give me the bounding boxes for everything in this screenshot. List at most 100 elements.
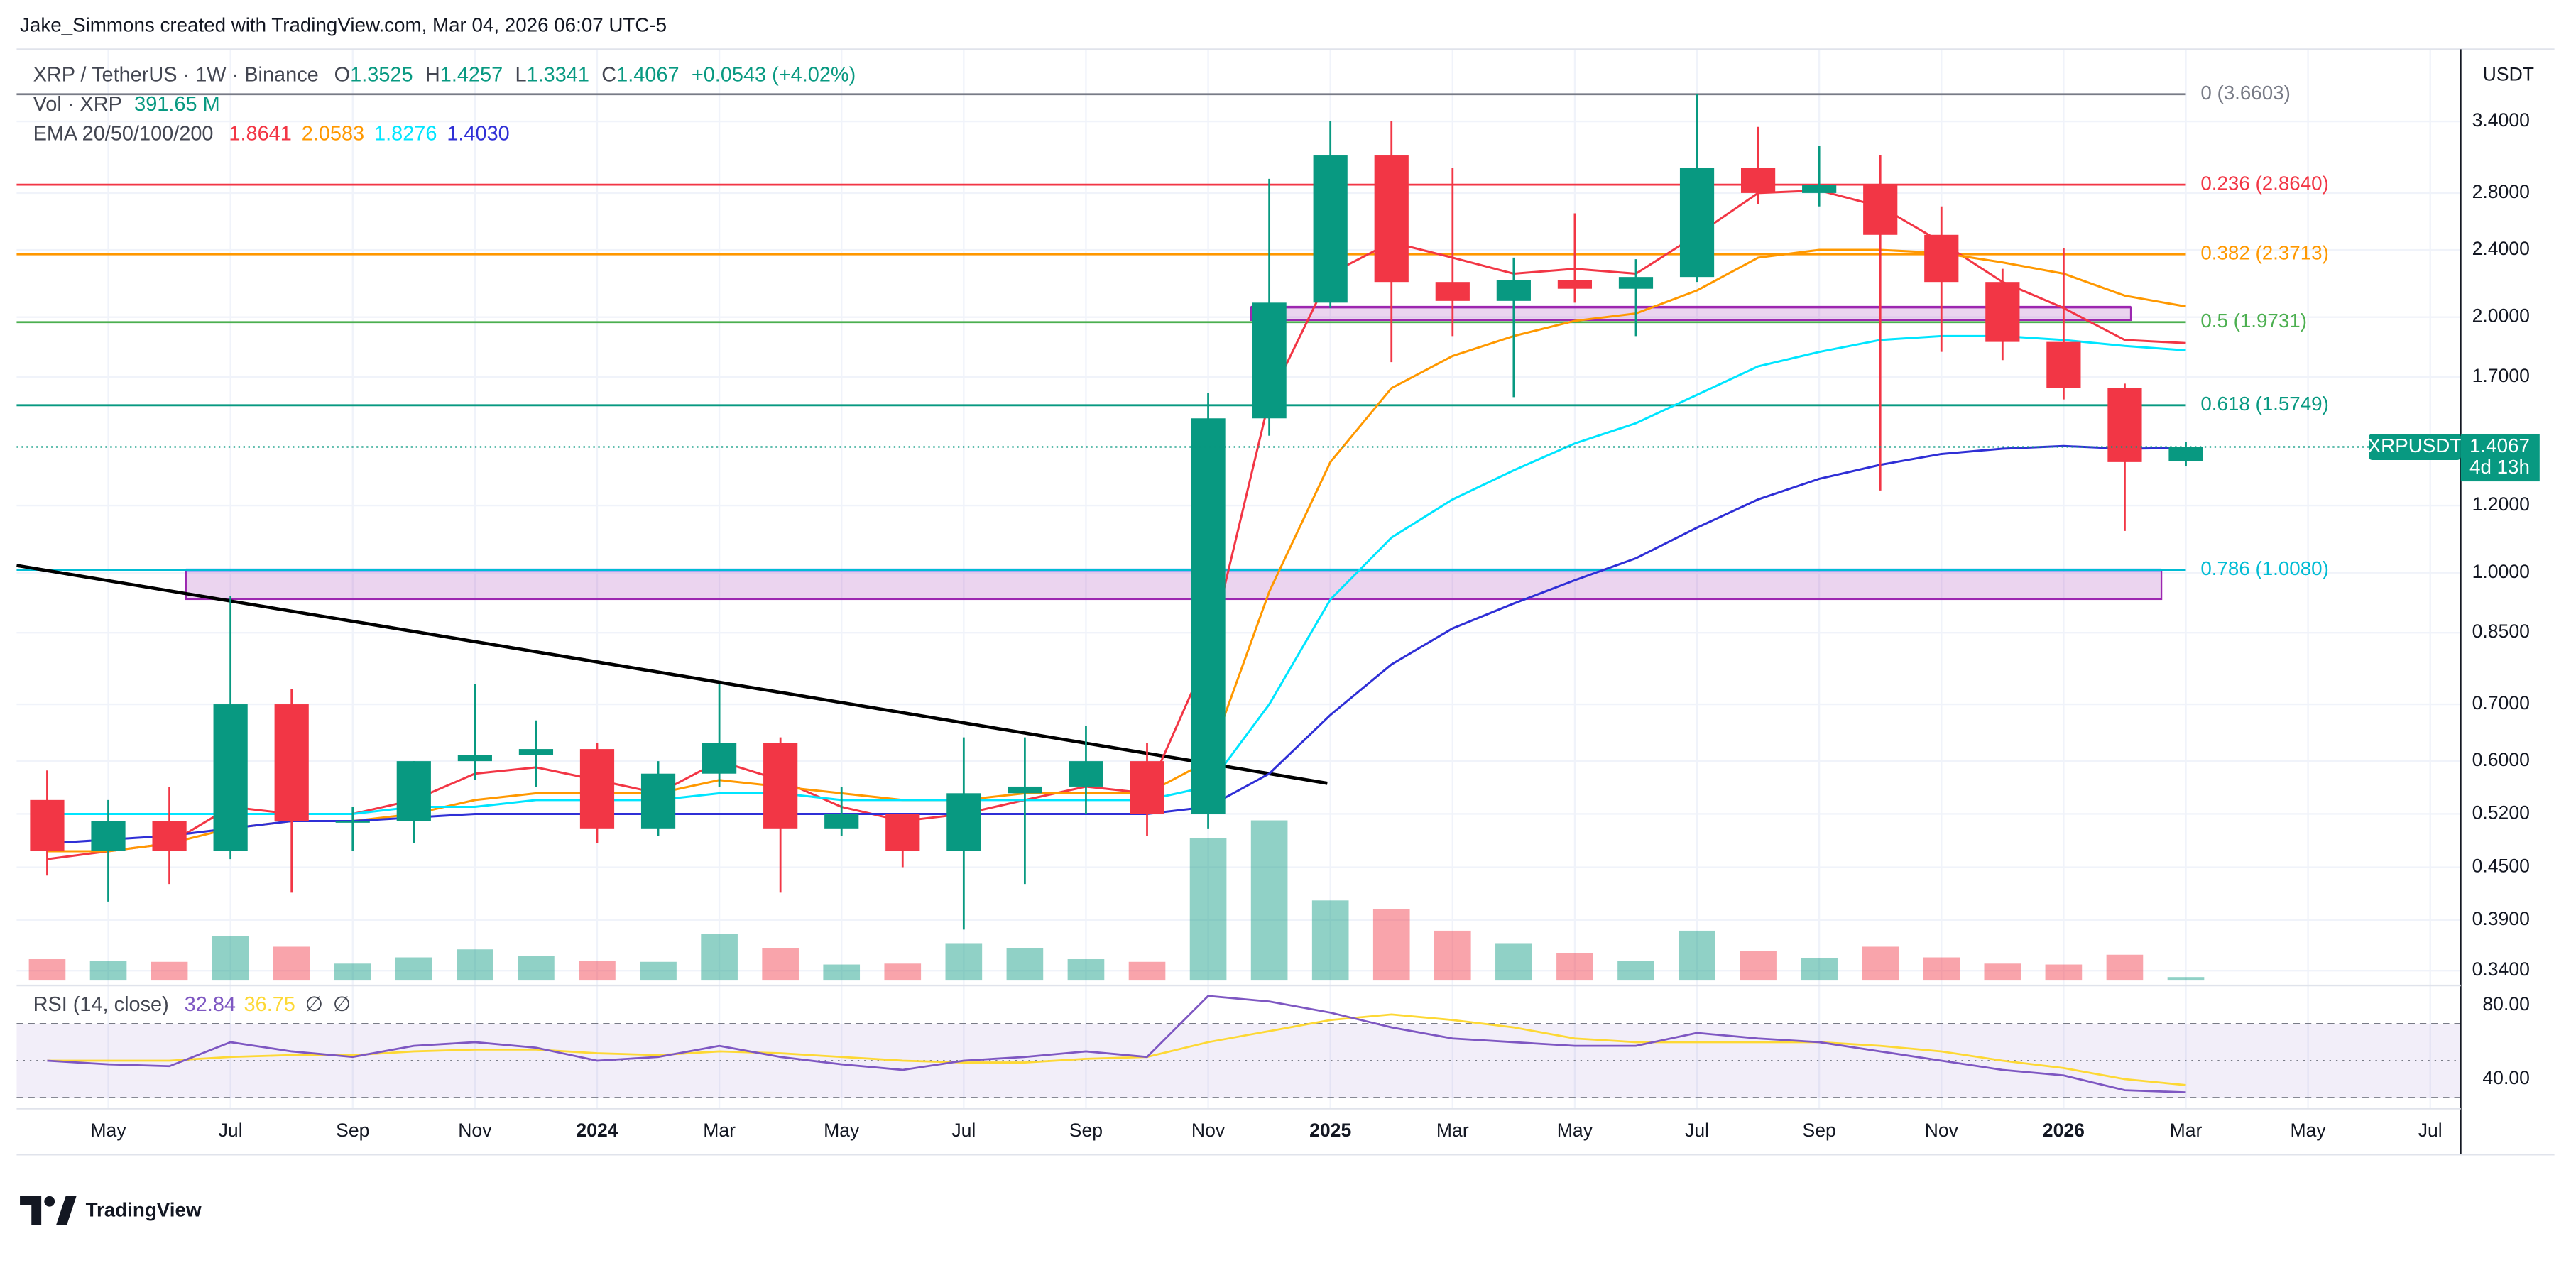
ohlc-value: 1.4067 — [616, 63, 679, 86]
candle-body — [91, 821, 126, 851]
volume-bar — [823, 964, 861, 981]
symbol-tag-label: XRPUSDT — [2368, 434, 2462, 456]
candle-body — [30, 799, 65, 851]
x-tick-label: Nov — [1191, 1120, 1226, 1141]
rsi-tick-label: 80.00 — [2482, 993, 2530, 1015]
volume-bar — [1740, 951, 1777, 981]
candle-body — [1802, 185, 1837, 193]
volume-bar — [1801, 958, 1838, 981]
candle-body — [396, 761, 431, 821]
trendline — [16, 564, 1328, 785]
candle-body — [1374, 155, 1409, 283]
rsi-legend: RSI (14, close) 32.84 36.75 ∅ ∅ — [33, 993, 351, 1015]
symbol-legend: XRP / TetherUS · 1W · Binance O1.3525 H1… — [33, 63, 856, 86]
candle-body — [1313, 155, 1348, 303]
logo-mark — [20, 1196, 42, 1225]
candle-body — [1252, 302, 1287, 419]
price-tag-countdown: 4d 13h — [2469, 456, 2530, 478]
fib-label: 0.786 (1.0080) — [2200, 557, 2329, 579]
x-tick-label: Jul — [2418, 1120, 2443, 1141]
ohlc-key: C — [601, 63, 616, 86]
volume-bar — [1250, 820, 1288, 981]
volume-legend: Vol · XRP 391.65 M — [33, 93, 220, 116]
x-tick-label: May — [824, 1120, 860, 1141]
fib-label: 0.382 (2.3713) — [2200, 242, 2329, 264]
volume-bar — [2106, 954, 2144, 981]
change: +0.0543 (+4.02%) — [692, 63, 856, 86]
volume-bar — [1311, 900, 1349, 981]
candle-body — [1008, 786, 1042, 794]
rsi-value: 32.84 — [185, 993, 236, 1015]
rsi-ma-value: 36.75 — [244, 993, 295, 1015]
ohlc-value: 1.3525 — [350, 63, 413, 86]
x-tick-label: Mar — [1436, 1120, 1469, 1141]
x-tick-label: May — [1557, 1120, 1593, 1141]
rsi-extra: ∅ — [305, 993, 323, 1015]
ohlc-key: H — [425, 63, 440, 86]
volume-bar — [2045, 964, 2083, 981]
candle-body — [2046, 341, 2081, 388]
rsi-tick-label: 40.00 — [2482, 1067, 2530, 1088]
candle-body — [1496, 280, 1531, 301]
candle-body — [152, 821, 187, 851]
candle-body — [824, 814, 859, 829]
rsi-line — [47, 995, 2186, 1094]
x-tick-label: Mar — [703, 1120, 736, 1141]
volume-bar — [884, 963, 922, 981]
fib-label: 0.236 (2.8640) — [2200, 172, 2329, 194]
attribution: Jake_Simmons created with TradingView.co… — [20, 13, 667, 35]
price-tag-value: 1.4067 — [2469, 434, 2530, 456]
symbol-title: XRP / TetherUS · 1W · Binance — [33, 63, 319, 86]
volume-bar — [2167, 977, 2205, 981]
x-tick-label: Nov — [458, 1120, 492, 1141]
candle-body — [1557, 280, 1593, 289]
ema-line — [47, 189, 2186, 860]
volume-bar — [1617, 961, 1654, 981]
volume-bar — [395, 957, 432, 981]
candle-body — [702, 743, 737, 774]
candle-body — [1863, 185, 1898, 235]
candle-body — [1435, 282, 1470, 301]
candle-body — [1740, 168, 1776, 193]
x-tick-label: Mar — [2170, 1120, 2203, 1141]
y-tick-label: 0.7000 — [2472, 692, 2530, 713]
volume-bar — [1067, 959, 1105, 981]
volume-bar — [1923, 957, 1960, 981]
candle-body — [457, 755, 492, 762]
candle-body — [1924, 234, 1959, 283]
volume-bar — [1495, 943, 1532, 981]
ohlc-key: O — [334, 63, 350, 86]
candle-body — [1618, 277, 1654, 289]
y-tick-label: 0.3400 — [2472, 958, 2530, 980]
ema-key: EMA 20/50/100/200 — [33, 122, 214, 145]
volume-bar — [518, 956, 555, 981]
x-tick-label: Sep — [336, 1120, 369, 1141]
candle-body — [763, 743, 798, 829]
volume-bar — [640, 961, 677, 981]
x-tick-label: 2026 — [2043, 1120, 2085, 1141]
candle-body — [1130, 761, 1164, 814]
logo-slash — [55, 1196, 77, 1225]
volume-bar — [579, 961, 616, 981]
x-tick-label: Sep — [1069, 1120, 1103, 1141]
ema-value: 1.8276 — [374, 122, 437, 145]
y-tick-label: 0.5200 — [2472, 802, 2530, 823]
candle-body — [1985, 282, 2020, 342]
x-tick-label: Sep — [1802, 1120, 1835, 1141]
y-tick-label: 0.4500 — [2472, 855, 2530, 877]
volume-bar — [1434, 930, 1471, 981]
zone — [185, 569, 2163, 601]
volume-bar — [89, 961, 127, 981]
x-tick-label: 2024 — [576, 1120, 618, 1141]
ohlc-key: L — [515, 63, 526, 86]
volume-bar — [151, 961, 188, 981]
brand-logo: TradingView — [20, 1196, 202, 1225]
fib-label: 0.5 (1.9731) — [2200, 310, 2307, 332]
ohlc-value: 1.4257 — [440, 63, 503, 86]
candle-body — [946, 793, 981, 851]
volume-bar — [1189, 838, 1227, 981]
candle-body — [1191, 418, 1226, 814]
candle-body — [640, 773, 676, 829]
volume-bar — [1372, 909, 1410, 981]
volume-bar — [212, 936, 249, 981]
